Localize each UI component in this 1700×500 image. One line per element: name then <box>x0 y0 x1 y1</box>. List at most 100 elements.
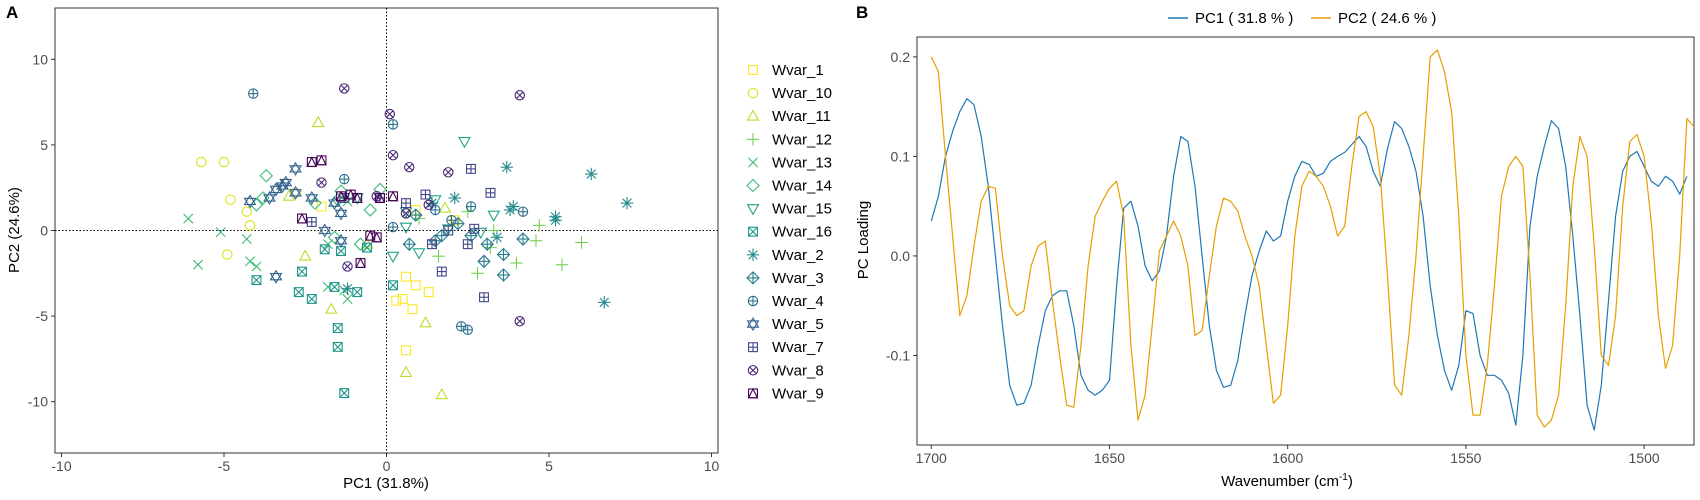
point-wvar-16 <box>388 280 398 291</box>
point-wvar-9 <box>374 192 386 203</box>
point-wvar-5 <box>328 196 341 211</box>
point-wvar-5 <box>334 206 348 221</box>
point-wvar-13-stroke <box>215 227 226 238</box>
point-wvar-2 <box>598 296 611 309</box>
point-wvar-14 <box>363 203 378 217</box>
legend-item-wvar-3: Wvar_3 <box>746 270 824 287</box>
point-wvar-9 <box>335 190 347 202</box>
point-wvar-10-outline <box>241 206 252 217</box>
point-wvar-8 <box>514 90 525 101</box>
point-wvar-16-outline <box>293 287 304 298</box>
point-wvar-14 <box>259 168 274 183</box>
point-wvar-13-stroke <box>244 256 256 267</box>
panel-a-y-tick-label: 5 <box>40 137 48 153</box>
point-wvar-2-stroke <box>342 283 353 294</box>
legend-item-wvar-1: Wvar_1 <box>748 62 824 79</box>
point-wvar-15 <box>399 222 413 234</box>
legend-key-wvar-4 <box>747 295 759 307</box>
point-wvar-8-stroke <box>516 91 524 100</box>
point-wvar-5-outline <box>263 190 276 202</box>
panel-b-frame <box>916 36 1695 446</box>
point-wvar-16-stroke <box>306 294 317 304</box>
point-wvar-10 <box>218 156 230 168</box>
point-wvar-15-outline <box>386 251 400 264</box>
point-wvar-2-stroke <box>550 211 561 222</box>
legend-key-wvar-16-outline <box>748 226 758 237</box>
legend-label-wvar-9: Wvar_9 <box>772 385 824 402</box>
point-wvar-13-stroke <box>342 293 353 305</box>
point-wvar-5-outline <box>318 226 332 238</box>
point-wvar-12 <box>533 219 546 232</box>
point-wvar-16-stroke <box>319 244 330 255</box>
legend-key-wvar-9 <box>747 387 759 399</box>
point-wvar-16-outline <box>339 388 350 399</box>
legend-key-wvar-12 <box>746 133 760 146</box>
point-wvar-8 <box>423 199 434 211</box>
point-wvar-15 <box>441 224 455 236</box>
point-wvar-5-outline <box>269 269 283 281</box>
point-wvar-16-outline <box>306 293 317 304</box>
panel-b-x-tick-label: 1500 <box>1629 450 1660 466</box>
point-wvar-4 <box>387 221 399 233</box>
panel-b-x-axis-title: Wavenumber (cm-1) <box>1221 472 1353 490</box>
panel-a-y-tick-label: 0 <box>40 223 48 239</box>
point-wvar-11 <box>435 387 449 400</box>
legend-label-wvar-11: Wvar_11 <box>772 108 831 125</box>
point-wvar-13 <box>244 256 256 267</box>
point-wvar-16 <box>332 341 343 352</box>
point-wvar-8 <box>400 208 412 219</box>
legend-label-wvar-7: Wvar_7 <box>772 339 824 356</box>
point-wvar-8-outline <box>387 149 399 161</box>
legend-key-wvar-14-outline <box>746 178 760 193</box>
point-wvar-1 <box>397 293 408 304</box>
legend-key-wvar-14 <box>746 178 760 193</box>
panel-a-x-tick-label: -5 <box>218 458 231 474</box>
point-wvar-14-outline <box>334 184 348 198</box>
panel-b-x-axis-title-main: Wavenumber (cm <box>1221 473 1339 490</box>
point-wvar-16 <box>329 282 340 292</box>
series-line-pc2-24-6 <box>930 49 1695 428</box>
point-wvar-8-stroke <box>340 84 348 93</box>
point-wvar-3 <box>434 228 449 243</box>
legend-label-wvar-8: Wvar_8 <box>772 362 824 379</box>
panel-b-y-tick-label: -0.1 <box>886 347 910 363</box>
panel-b-y-tick-label: 0.0 <box>891 248 911 264</box>
point-wvar-11-outline <box>419 316 432 328</box>
point-wvar-2-stroke <box>622 198 632 208</box>
point-wvar-15-outline <box>412 248 426 260</box>
point-wvar-3 <box>477 254 491 269</box>
legend-item-pc2-24-6: PC2 ( 24.6 % ) <box>1311 10 1436 27</box>
point-wvar-5-outline <box>269 273 283 284</box>
point-wvar-3 <box>496 247 511 262</box>
point-wvar-16 <box>339 388 350 399</box>
legend-key-wvar-9-outline <box>747 387 759 399</box>
point-wvar-9-outline <box>355 257 366 268</box>
point-wvar-13-stroke <box>322 239 334 250</box>
point-wvar-1-outline <box>410 280 421 291</box>
panel-b-x-tick-label: 1600 <box>1272 450 1303 466</box>
legend-key-wvar-7 <box>748 342 758 353</box>
point-wvar-7 <box>466 163 476 174</box>
point-wvar-4 <box>465 201 477 212</box>
point-wvar-7 <box>479 292 489 303</box>
legend-label-wvar-10: Wvar_10 <box>772 85 832 102</box>
point-wvar-14-outline <box>363 203 378 217</box>
legend-key-wvar-16 <box>748 226 758 237</box>
point-wvar-15 <box>412 248 426 260</box>
point-wvar-4 <box>446 215 457 226</box>
point-wvar-16-outline <box>251 275 262 286</box>
legend-key-wvar-8-outline <box>747 365 759 376</box>
point-wvar-15 <box>458 137 471 149</box>
point-wvar-15-outline <box>458 137 471 149</box>
point-wvar-14-outline <box>259 168 274 183</box>
point-wvar-5-outline <box>305 190 319 202</box>
point-wvar-11-outline <box>438 201 452 213</box>
point-wvar-3 <box>402 237 417 251</box>
point-wvar-8 <box>384 108 395 120</box>
point-wvar-14-outline <box>353 237 368 251</box>
point-wvar-16 <box>297 266 307 277</box>
point-wvar-15-outline <box>399 222 413 234</box>
point-wvar-8-stroke <box>317 178 326 187</box>
series-wvar-4 <box>248 88 529 335</box>
